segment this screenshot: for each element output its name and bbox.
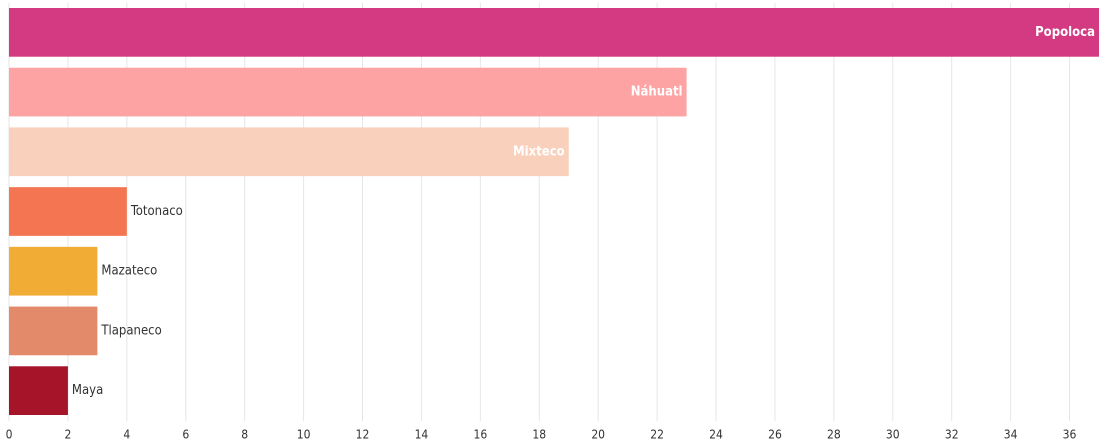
bar-label: Popoloca	[1035, 25, 1095, 40]
x-tick-label: 34	[1004, 428, 1018, 442]
bar	[9, 306, 98, 356]
bar	[9, 8, 1099, 57]
bar-label: Tlapaneco	[100, 323, 161, 338]
x-tick-label: 4	[123, 428, 130, 442]
x-tick-label: 30	[886, 428, 900, 442]
x-tick-label: 8	[241, 428, 248, 442]
bar-label: Totonaco	[130, 204, 183, 219]
x-tick-label: 24	[709, 428, 723, 442]
x-tick-label: 12	[356, 428, 370, 442]
bar	[9, 187, 127, 236]
bar-label: Mazateco	[101, 264, 157, 279]
x-tick-label: 26	[768, 428, 782, 442]
bar	[9, 67, 687, 117]
x-tick-label: 22	[650, 428, 664, 442]
bar	[9, 366, 68, 415]
bar-label: Mixteco	[513, 144, 565, 159]
x-tick-label: 14	[415, 428, 429, 442]
x-tick-label: 28	[827, 428, 841, 442]
x-tick-label: 16	[473, 428, 487, 442]
x-tick-label: 0	[6, 428, 13, 442]
x-tick-label: 18	[532, 428, 546, 442]
bar	[9, 246, 98, 296]
x-tick-label: 20	[591, 428, 605, 442]
x-tick-label: 2	[64, 428, 71, 442]
x-tick-label: 36	[1063, 428, 1077, 442]
bar-label: Maya	[72, 383, 103, 398]
bar	[9, 127, 569, 177]
x-tick-label: 10	[297, 428, 311, 442]
x-tick-label: 6	[182, 428, 189, 442]
bar-label: Náhuatl	[631, 85, 683, 100]
x-tick-label: 32	[945, 428, 959, 442]
